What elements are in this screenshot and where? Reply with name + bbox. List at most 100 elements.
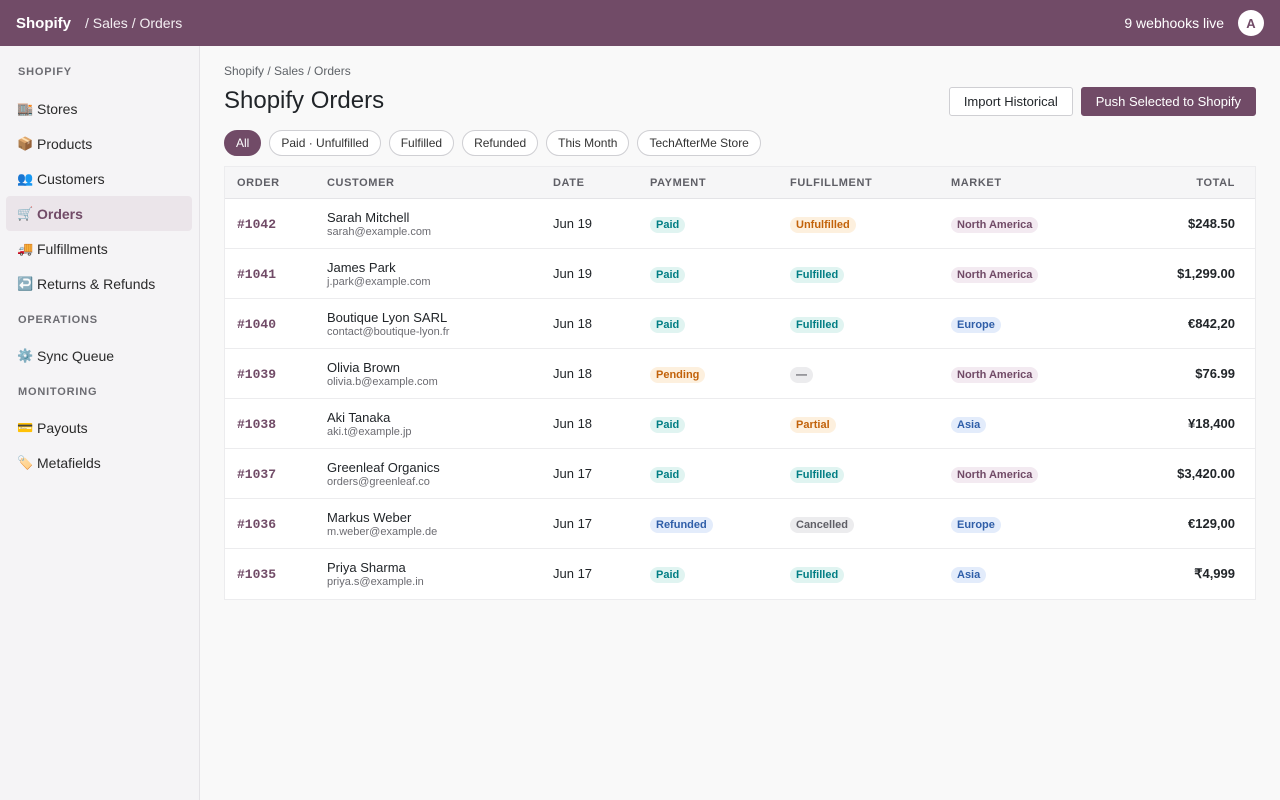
column-header-total[interactable]: TOTAL — [1196, 176, 1235, 189]
filter-chip-this-month[interactable]: This Month — [546, 130, 630, 156]
sidebar-item-label: Returns & Refunds — [37, 275, 156, 292]
column-header-fulfillment[interactable]: FULFILLMENT — [790, 176, 873, 189]
date-cell: Jun 18 — [553, 365, 650, 383]
customer-cell: Aki Tanaka aki.t@example.jp — [327, 410, 553, 438]
order-number-link[interactable]: #1042 — [237, 216, 277, 232]
sidebar-item-label: Customers — [37, 170, 105, 187]
cart-icon: 🛒 — [17, 205, 34, 221]
column-header-customer[interactable]: CUSTOMER — [327, 176, 395, 189]
customer-cell: James Park j.park@example.com — [327, 260, 553, 288]
order-number-link[interactable]: #1039 — [237, 366, 277, 382]
customer-cell: Markus Weber m.weber@example.de — [327, 510, 553, 538]
order-number-link[interactable]: #1037 — [237, 466, 277, 482]
sidebar-item-products[interactable]: 📦 Products — [6, 126, 192, 161]
customer-email: olivia.b@example.com — [327, 375, 438, 388]
market-badge: Europe — [951, 316, 1001, 333]
table-row[interactable]: #1041 James Park j.park@example.com Jun 19 P… — [225, 249, 1255, 299]
date-cell: Jun 19 — [553, 215, 650, 233]
sidebar-item-customers[interactable]: 👥 Customers — [6, 161, 192, 196]
truck-icon: 🚚 — [17, 240, 34, 256]
order-total: $1,299.00 — [1177, 265, 1235, 281]
sidebar-section-title: OPERATIONS — [18, 314, 98, 326]
column-header-order[interactable]: ORDER — [237, 176, 280, 189]
table-row[interactable]: #1036 Markus Weber m.weber@example.de Jun 1… — [225, 499, 1255, 549]
order-date: Jun 17 — [553, 566, 593, 581]
card-icon: 💳 — [17, 419, 34, 435]
payment-status-badge: Paid — [650, 216, 686, 233]
sidebar-item-stores[interactable]: 🏬 Stores — [6, 91, 192, 126]
sidebar-item-label: Sync Queue — [37, 347, 115, 364]
order-number-link[interactable]: #1035 — [237, 567, 277, 582]
order-number-link[interactable]: #1036 — [237, 516, 277, 532]
filter-chip-paid-unfulfilled[interactable]: Paid · Unfulfilled — [269, 130, 381, 156]
customer-email: m.weber@example.de — [327, 525, 438, 538]
order-total: $248.50 — [1188, 215, 1235, 231]
avatar[interactable]: A — [1238, 10, 1264, 36]
sidebar-item-payouts[interactable]: 💳 Payouts — [6, 410, 192, 445]
order-cell: #1042 — [225, 215, 327, 233]
sidebar-item-returns-refunds[interactable]: ↩️ Returns & Refunds — [6, 266, 192, 301]
payment-status-badge: Paid — [650, 466, 686, 483]
sidebar-item-orders[interactable]: 🛒 Orders — [6, 196, 192, 231]
sidebar-item-sync-queue[interactable]: ⚙️ Sync Queue — [6, 338, 192, 373]
order-cell: #1040 — [225, 315, 327, 333]
payment-cell: Paid — [650, 315, 790, 333]
brand-logo[interactable]: Shopify — [16, 14, 71, 32]
table-row[interactable]: #1040 Boutique Lyon SARL contact@boutique-… — [225, 299, 1255, 349]
market-cell: North America — [951, 465, 1129, 483]
push-to-shopify-button[interactable]: Push Selected to Shopify — [1080, 86, 1256, 116]
filter-chip-refunded[interactable]: Refunded — [462, 130, 539, 156]
customer-name: Sarah Mitchell — [327, 209, 410, 225]
order-number-link[interactable]: #1038 — [237, 416, 277, 432]
table-row[interactable]: #1042 Sarah Mitchell sarah@example.com Jun … — [225, 199, 1255, 249]
column-header-date[interactable]: DATE — [553, 176, 585, 189]
payment-cell: Paid — [650, 465, 790, 483]
sidebar-item-label: Fulfillments — [37, 240, 108, 257]
customer-email: sarah@example.com — [327, 225, 432, 238]
filter-chip-fulfilled[interactable]: Fulfilled — [388, 130, 455, 156]
column-header-market[interactable]: MARKET — [951, 176, 1002, 189]
customer-email: aki.t@example.jp — [327, 425, 412, 438]
table-body: #1042 Sarah Mitchell sarah@example.com Jun … — [225, 199, 1255, 599]
customer-name: Priya Sharma — [327, 560, 406, 575]
market-cell: Asia — [951, 565, 1129, 583]
filter-chip-techafterme-store[interactable]: TechAfterMe Store — [637, 130, 761, 156]
column-header-payment[interactable]: PAYMENT — [650, 176, 707, 189]
fulfillment-status-badge: Fulfilled — [790, 266, 845, 283]
order-number-link[interactable]: #1040 — [237, 316, 277, 332]
orders-table: ORDER CUSTOMER DATE PAYMENT FULFILLMENT MARKE… — [224, 166, 1256, 600]
top-right-area: 9 webhooks live A — [1124, 10, 1264, 36]
payment-cell: Refunded — [650, 515, 790, 533]
market-badge: North America — [951, 266, 1039, 283]
import-historical-button[interactable]: Import Historical — [948, 86, 1073, 116]
customer-email: contact@boutique-lyon.fr — [327, 325, 450, 338]
order-date: Jun 17 — [553, 465, 593, 481]
fulfillment-cell: Partial — [790, 415, 951, 433]
order-total: €129,00 — [1188, 515, 1235, 531]
date-cell: Jun 17 — [553, 515, 650, 533]
payment-cell: Pending — [650, 365, 790, 383]
filter-chip-all[interactable]: All — [224, 130, 262, 156]
market-cell: Europe — [951, 315, 1129, 333]
order-total: ¥18,400 — [1188, 415, 1235, 431]
breadcrumb: Shopify / Sales / Orders — [224, 64, 351, 78]
customer-cell: Priya Sharma priya.s@example.in — [327, 560, 553, 588]
order-cell: #1035 — [225, 565, 327, 583]
table-row[interactable]: #1037 Greenleaf Organics orders@greenleaf.… — [225, 449, 1255, 499]
sidebar-item-metafields[interactable]: 🏷️ Metafields — [6, 445, 192, 480]
order-number-link[interactable]: #1041 — [237, 266, 277, 282]
date-cell: Jun 19 — [553, 265, 650, 283]
table-row[interactable]: #1035 Priya Sharma priya.s@example.in Jun 1… — [225, 549, 1255, 599]
table-row[interactable]: #1039 Olivia Brown olivia.b@example.com Jun… — [225, 349, 1255, 399]
filter-bar: All Paid · Unfulfilled Fulfilled Refunded Th… — [224, 130, 1256, 156]
customer-cell: Sarah Mitchell sarah@example.com — [327, 210, 553, 238]
market-badge: North America — [951, 466, 1039, 483]
payment-status-badge: Pending — [650, 366, 706, 383]
fulfillment-cell: Unfulfilled — [790, 215, 951, 233]
sidebar-item-fulfillments[interactable]: 🚚 Fulfillments — [6, 231, 192, 266]
table-row[interactable]: #1038 Aki Tanaka aki.t@example.jp Jun 18 Pai… — [225, 399, 1255, 449]
order-date: Jun 18 — [553, 365, 593, 381]
webhooks-status[interactable]: 9 webhooks live — [1124, 15, 1224, 31]
market-badge: North America — [951, 366, 1039, 383]
order-cell: #1037 — [225, 465, 327, 483]
